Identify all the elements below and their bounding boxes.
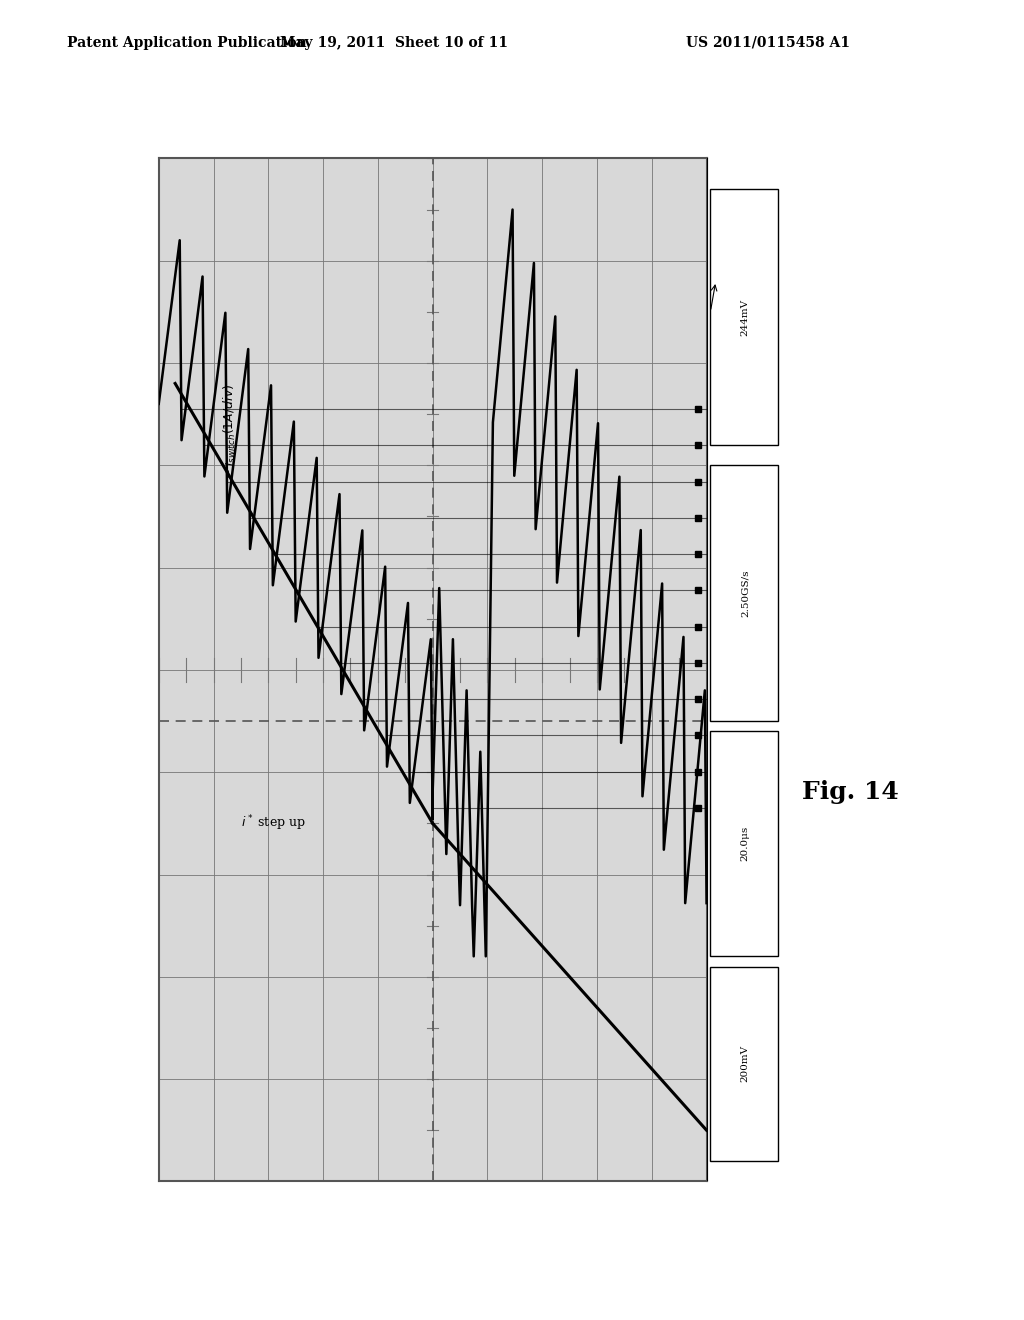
- Text: Patent Application Publication: Patent Application Publication: [67, 36, 306, 50]
- Text: 2.50GS/s: 2.50GS/s: [740, 569, 750, 616]
- Text: 200mV: 200mV: [740, 1045, 750, 1082]
- Text: 244mV: 244mV: [740, 298, 750, 335]
- Text: 20.0μs: 20.0μs: [740, 826, 750, 862]
- Bar: [711, 966, 778, 1162]
- Text: Fig. 14: Fig. 14: [802, 780, 898, 804]
- Text: $i^*$ step up: $i^*$ step up: [241, 813, 306, 833]
- Text: $\sim i_{switch}(1A/div)$: $\sim i_{switch}(1A/div)$: [222, 383, 238, 480]
- Text: May 19, 2011  Sheet 10 of 11: May 19, 2011 Sheet 10 of 11: [281, 36, 508, 50]
- Bar: [711, 189, 778, 445]
- Text: US 2011/0115458 A1: US 2011/0115458 A1: [686, 36, 850, 50]
- Bar: [711, 731, 778, 956]
- Bar: [711, 466, 778, 721]
